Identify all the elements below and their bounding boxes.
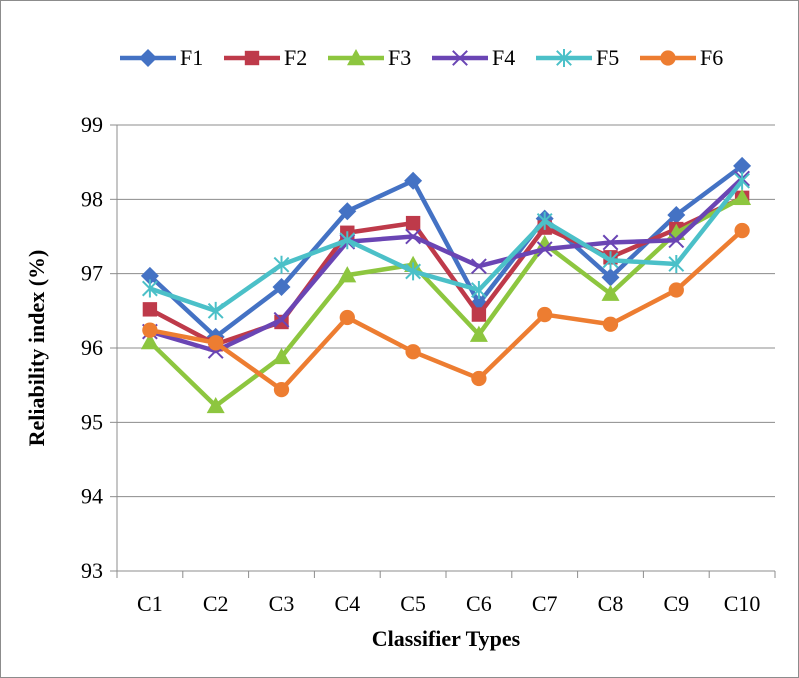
x-tick-label: C9 [663,591,689,616]
data-point [207,301,224,320]
legend-label: F2 [284,45,307,70]
data-point [470,281,487,300]
data-point [668,282,684,298]
data-point [208,335,224,351]
data-point [141,279,158,298]
y-tick-label: 94 [81,484,103,509]
series-line [149,176,744,354]
data-point [602,251,619,270]
data-point [470,258,487,275]
x-tick-label: C1 [137,591,163,616]
legend-label: F6 [700,45,723,70]
legend-label: F5 [596,45,619,70]
series-line [148,195,744,347]
legend-label: F3 [388,45,411,70]
data-point [733,188,752,206]
x-tick-label: C3 [269,591,295,616]
y-axis-title: Reliability index (%) [24,250,49,447]
data-point [405,344,421,360]
data-point [537,306,553,323]
data-point [601,284,620,301]
data-point [142,302,158,317]
legend-item-f5: F5 [536,45,619,70]
data-point [272,278,291,297]
series-line [149,179,744,314]
data-point [139,49,157,67]
data-point [244,50,260,66]
data-point [339,309,355,326]
data-point [347,49,365,66]
series-f2 [142,190,750,352]
data-point [471,370,487,387]
legend-item-f2: F2 [224,45,307,70]
data-point [601,268,620,287]
data-point [405,262,422,281]
data-point [405,215,421,231]
y-tick-label: 93 [81,558,103,583]
data-point [338,266,357,283]
data-point [339,231,356,250]
y-tick-label: 95 [81,409,103,434]
legend-item-f1: F1 [120,45,203,70]
data-point [140,266,159,285]
data-point [602,316,619,332]
data-point [338,202,357,221]
data-point [273,381,290,398]
series-f4 [141,170,751,359]
x-tick-label: C6 [466,591,492,616]
data-point [668,255,685,274]
data-point [142,322,158,338]
data-point [734,171,751,190]
data-point [733,156,752,175]
data-point [140,333,159,350]
axes [110,124,776,578]
data-point [668,232,685,249]
series-layer [140,156,752,414]
data-point [405,228,422,245]
data-point [536,241,553,258]
legend-label: F1 [180,45,203,70]
series-line [148,164,744,340]
data-point [273,311,290,328]
series-f6 [142,222,750,398]
x-tick-label: C8 [598,591,624,616]
data-point [272,347,291,365]
x-tick-label: C10 [724,591,761,616]
series-f5 [141,171,751,320]
data-point [660,50,676,66]
x-tick-label: C5 [400,591,426,616]
y-tick-label: 99 [81,112,103,137]
y-tick-label: 96 [81,335,103,360]
x-tick-label: C2 [203,591,229,616]
data-point [273,255,290,274]
legend-label: F4 [492,45,515,70]
x-tick-labels: C1 C2 C3 C4 C5 C6 C7 C8 C9 C10 [137,591,760,616]
data-point [556,49,572,67]
data-point [536,211,553,230]
legend-item-f6: F6 [640,45,723,70]
x-tick-label: C4 [334,591,360,616]
legend: F1 F2 F3 F4 F5 F6 [120,45,723,70]
x-tick-label: C7 [532,591,558,616]
data-point [602,234,619,251]
data-point [734,222,750,239]
data-point [206,396,225,414]
data-point [471,307,487,322]
y-tick-label: 98 [81,186,103,211]
data-point [404,171,423,190]
data-point [469,325,488,342]
data-point [452,50,468,66]
y-tick-label: 97 [81,261,103,286]
series-line [149,228,744,392]
legend-item-f3: F3 [328,45,411,70]
y-tick-labels: 93 94 95 96 97 98 99 [81,112,103,583]
x-axis-title: Classifier Types [372,626,521,651]
legend-item-f4: F4 [432,45,515,70]
data-point [667,205,686,224]
